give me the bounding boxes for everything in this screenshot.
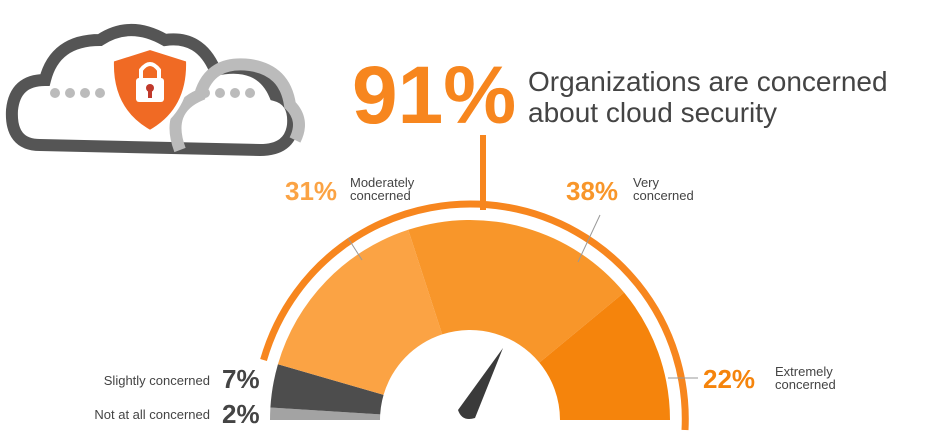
category-label: Slightly concerned — [103, 373, 210, 388]
value-label: 22% — [703, 364, 756, 394]
gauge-segment — [270, 364, 384, 415]
category-label: Extremely concerned — [775, 364, 836, 392]
value-label: 31% — [285, 176, 338, 206]
value-label: 7% — [222, 364, 260, 394]
value-label: 38% — [566, 176, 619, 206]
gauge-segment — [539, 292, 670, 420]
category-label: Very concerned — [633, 175, 694, 203]
gauge-segment — [277, 229, 443, 395]
cloud-icon — [5, 24, 305, 157]
category-label: Moderately concerned — [350, 175, 415, 203]
highlight-arc — [260, 200, 689, 431]
needle — [458, 348, 503, 419]
value-label: 2% — [222, 399, 260, 429]
leader-line — [347, 237, 363, 261]
category-label: Not at all concerned — [94, 407, 210, 422]
leader-line — [577, 214, 601, 263]
highlight-value: 91% — [352, 50, 517, 141]
gauge-segment — [408, 220, 625, 363]
gauge-segment — [270, 407, 381, 420]
title: Organizations are concerned about cloud … — [528, 66, 888, 128]
